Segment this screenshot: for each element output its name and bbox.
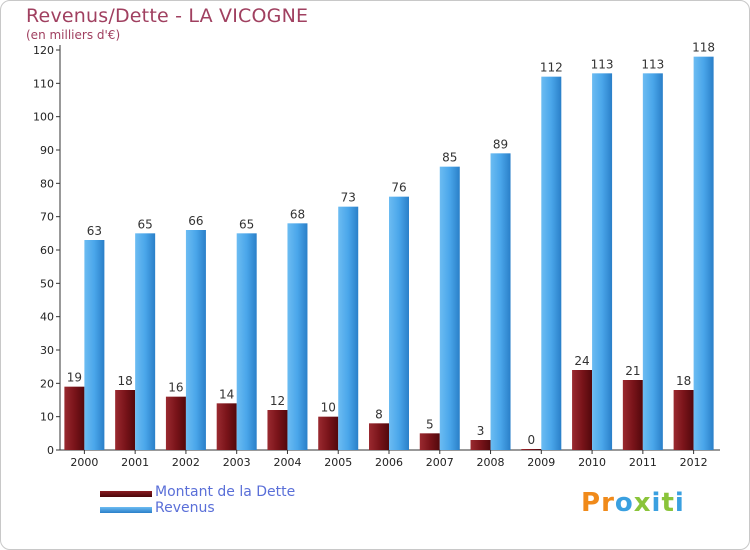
logo-letter: t [661, 488, 675, 518]
chart-subtitle: (en milliers d'€) [26, 28, 121, 42]
y-tick-label: 90 [40, 144, 54, 157]
bar-dette [572, 370, 593, 450]
legend-swatch-revenus [100, 507, 152, 513]
logo-letter: o [614, 488, 634, 518]
x-tick-label: 2005 [324, 456, 352, 469]
y-tick-label: 60 [40, 244, 54, 257]
bar-revenus [389, 196, 409, 450]
data-label-dette: 0 [527, 433, 535, 447]
data-label-revenus: 76 [391, 181, 406, 195]
data-label-dette: 14 [219, 387, 234, 401]
bar-revenus [135, 233, 156, 450]
data-label-revenus: 118 [692, 41, 715, 55]
bar-dette [318, 416, 339, 450]
data-label-dette: 18 [118, 374, 133, 388]
data-label-revenus: 63 [87, 224, 102, 238]
bar-dette [64, 386, 85, 450]
data-label-revenus: 66 [188, 214, 203, 228]
bar-dette [521, 449, 542, 450]
x-tick-label: 2009 [527, 456, 555, 469]
logo-letter: P [581, 488, 602, 518]
bar-revenus [338, 206, 359, 450]
legend-swatch-dette [100, 491, 152, 497]
y-tick-label: 100 [33, 111, 54, 124]
data-label-dette: 8 [375, 407, 383, 421]
x-tick-label: 2002 [172, 456, 200, 469]
y-tick-label: 110 [33, 77, 54, 90]
data-label-revenus: 112 [540, 61, 563, 75]
chart-axes [56, 45, 720, 454]
logo-letter: r [601, 488, 615, 518]
data-label-revenus: 85 [442, 151, 457, 165]
y-tick-label: 20 [40, 377, 54, 390]
data-label-dette: 12 [270, 394, 285, 408]
logo-letter: i [651, 488, 662, 518]
y-tick-label: 50 [40, 277, 54, 290]
bar-dette [419, 433, 440, 450]
bar-dette [369, 423, 389, 450]
data-label-revenus: 73 [341, 191, 356, 205]
bar-revenus [84, 240, 105, 450]
chart-labels: 0102030405060708090100110120200019632001… [33, 41, 715, 469]
x-tick-label: 2010 [578, 456, 606, 469]
x-tick-label: 2007 [426, 456, 454, 469]
bar-revenus [642, 73, 663, 450]
bar-revenus [541, 76, 562, 451]
chart-bars [64, 56, 714, 451]
data-label-revenus: 89 [493, 137, 508, 151]
bar-revenus [693, 56, 714, 451]
data-label-dette: 24 [574, 354, 589, 368]
data-label-dette: 10 [321, 401, 336, 415]
y-tick-label: 80 [40, 177, 54, 190]
x-tick-label: 2006 [375, 456, 403, 469]
chart-title: Revenus/Dette - LA VICOGNE [26, 5, 309, 27]
data-label-dette: 19 [67, 371, 82, 385]
y-tick-label: 70 [40, 211, 54, 224]
bar-revenus [490, 153, 511, 451]
x-tick-label: 2000 [70, 456, 98, 469]
data-label-dette: 18 [676, 374, 691, 388]
y-tick-label: 40 [40, 311, 54, 324]
y-tick-label: 10 [40, 411, 54, 424]
x-tick-label: 2001 [121, 456, 149, 469]
data-label-revenus: 65 [239, 217, 254, 231]
bar-dette [622, 380, 643, 450]
y-tick-label: 0 [47, 444, 54, 457]
data-label-revenus: 113 [591, 57, 614, 71]
bar-revenus [439, 166, 460, 450]
data-label-revenus: 65 [138, 217, 153, 231]
x-tick-label: 2004 [273, 456, 301, 469]
bar-dette [216, 403, 237, 450]
bar-revenus [236, 233, 257, 450]
data-label-dette: 5 [426, 417, 434, 431]
bar-dette [267, 410, 288, 450]
proxiti-logo: Proxiti [581, 488, 685, 518]
bar-dette [673, 390, 694, 450]
bar-revenus [592, 73, 613, 450]
data-label-dette: 16 [168, 381, 183, 395]
legend-label-revenus: Revenus [155, 500, 215, 516]
data-label-dette: 3 [477, 424, 485, 438]
y-tick-label: 120 [33, 44, 54, 57]
x-tick-label: 2011 [629, 456, 657, 469]
legend-label-dette: Montant de la Dette [155, 484, 296, 500]
bar-dette [165, 396, 186, 450]
x-tick-label: 2003 [223, 456, 251, 469]
logo-letter: i [674, 488, 685, 518]
data-label-revenus: 113 [641, 57, 664, 71]
x-tick-label: 2008 [477, 456, 505, 469]
x-tick-label: 2012 [680, 456, 708, 469]
bar-dette [115, 390, 136, 450]
data-label-revenus: 68 [290, 207, 305, 221]
y-tick-label: 30 [40, 344, 54, 357]
bar-dette [470, 440, 491, 450]
bar-revenus [287, 223, 308, 450]
data-label-dette: 21 [625, 364, 640, 378]
bar-revenus [185, 230, 206, 450]
logo-letter: x [633, 488, 652, 518]
